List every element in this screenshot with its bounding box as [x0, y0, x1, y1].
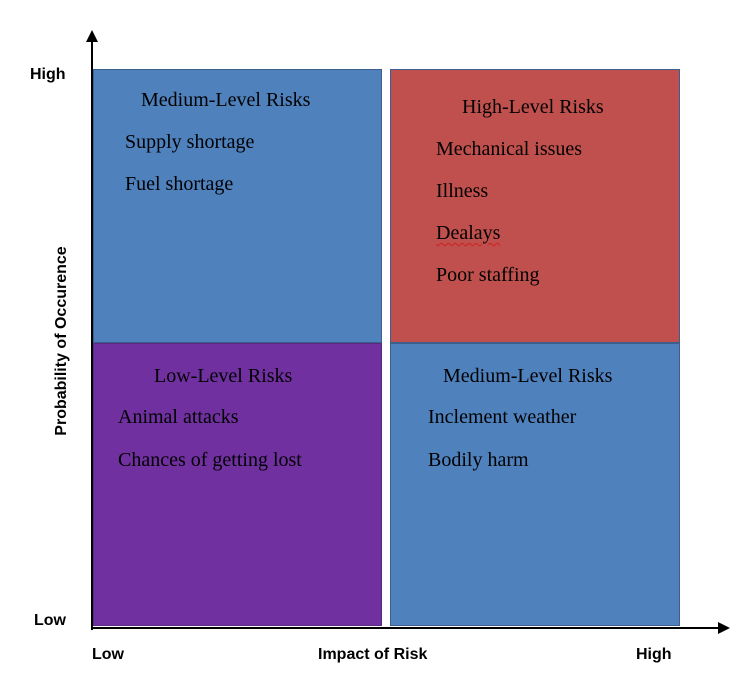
y-axis-high-label: High: [30, 66, 66, 83]
risk-item: Mechanical issues: [436, 138, 583, 160]
quadrant-bottom-right: Medium-Level Risks Inclement weather Bod…: [390, 343, 680, 626]
quadrant-title: Medium-Level Risks: [141, 89, 311, 111]
y-axis-arrow-icon: [86, 30, 98, 42]
risk-item: Inclement weather: [428, 406, 577, 428]
x-axis-arrow-icon: [718, 622, 730, 634]
risk-item: Chances of getting lost: [118, 449, 302, 471]
y-axis-title: Probability of Occurence: [53, 246, 70, 436]
risk-item: Bodily harm: [428, 449, 529, 471]
risk-item: Poor staffing: [436, 264, 540, 286]
risk-item: Dealays: [436, 222, 501, 244]
y-axis-low-label: Low: [34, 612, 66, 629]
quadrant-top-right: High-Level Risks Mechanical issues Illne…: [390, 69, 680, 343]
x-axis-low-label: Low: [92, 646, 124, 663]
x-axis-high-label: High: [636, 646, 672, 663]
quadrant-title: High-Level Risks: [462, 96, 604, 118]
quadrant-title: Medium-Level Risks: [443, 365, 613, 387]
x-axis-title: Impact of Risk: [318, 646, 428, 663]
quadrant-title: Low-Level Risks: [154, 365, 293, 387]
quadrant-bottom-left: Low-Level Risks Animal attacks Chances o…: [93, 343, 382, 626]
risk-item: Fuel shortage: [125, 173, 234, 195]
risk-item: Supply shortage: [125, 131, 255, 153]
risk-item: Animal attacks: [118, 406, 239, 428]
risk-item: Illness: [436, 180, 489, 202]
x-axis-line: [91, 627, 721, 629]
quadrant-top-left: Medium-Level Risks Supply shortage Fuel …: [93, 69, 382, 343]
y-axis-line: [91, 40, 93, 630]
